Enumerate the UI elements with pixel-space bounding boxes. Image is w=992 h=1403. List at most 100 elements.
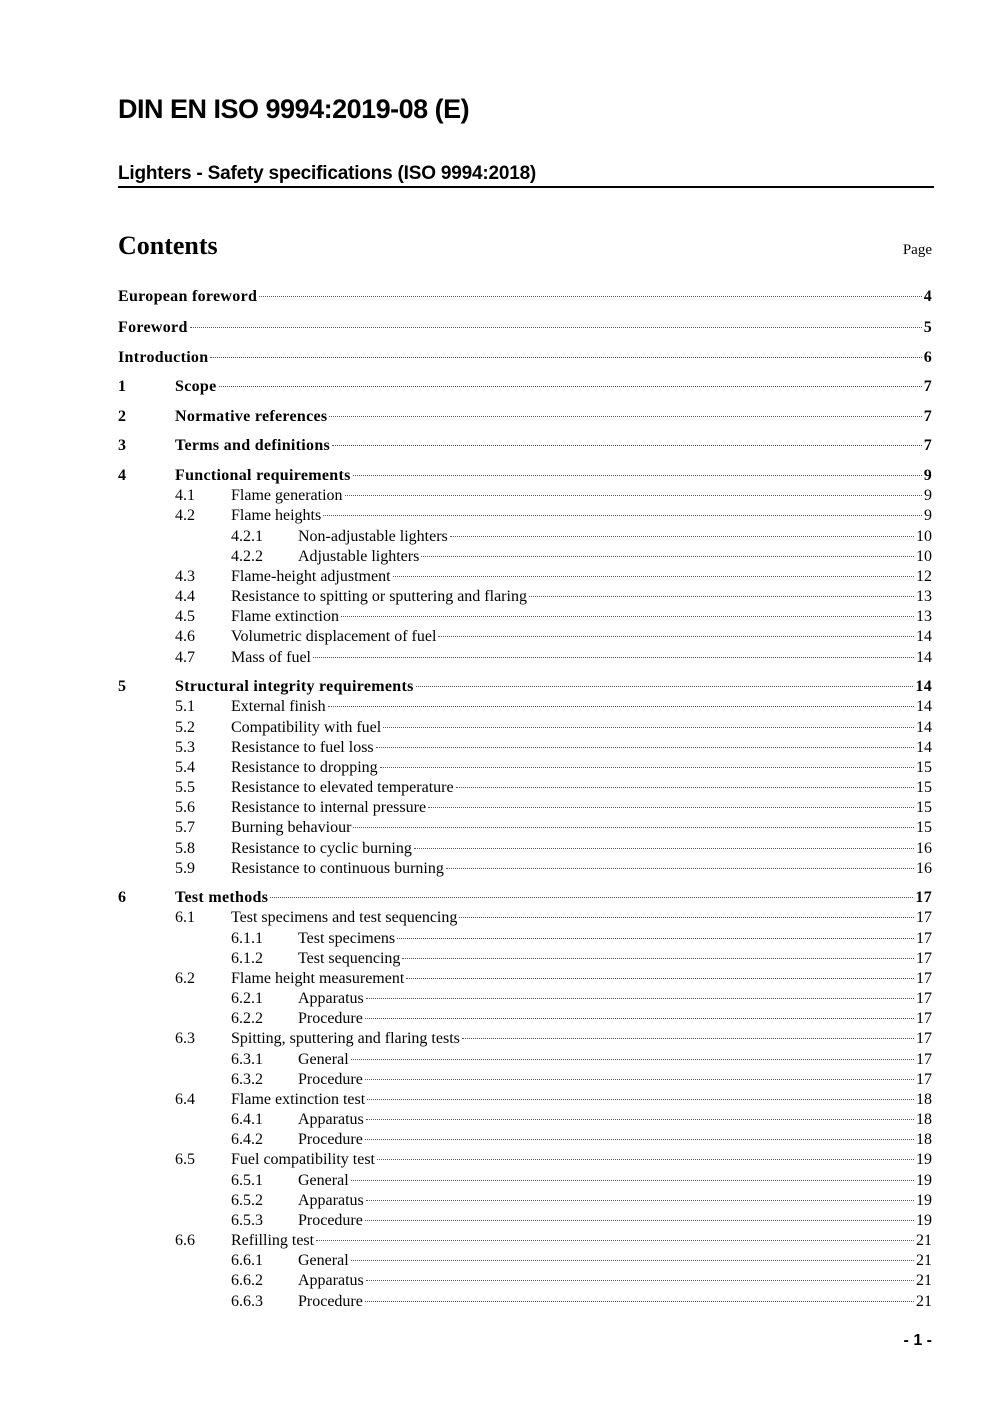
toc-entry[interactable]: 6.4.2 Procedure 18 [118, 1130, 932, 1150]
toc-entry-title[interactable]: Normative references [175, 408, 328, 425]
toc-entry-title[interactable]: Resistance to spitting or sputtering and… [231, 588, 527, 605]
toc-entry-title[interactable]: Apparatus [298, 1192, 364, 1209]
toc-entry-title[interactable]: Test methods [175, 889, 269, 906]
toc-entry-page[interactable]: 19 [916, 1172, 932, 1189]
toc-entry-title[interactable]: Resistance to elevated temperature [231, 779, 454, 796]
toc-entry[interactable]: 6.5.2 Apparatus 19 [118, 1191, 932, 1211]
toc-entry[interactable]: 4.6 Volumetric displacement of fuel 14 [118, 627, 932, 647]
toc-entry[interactable]: 4 Functional requirements 9 [118, 466, 932, 486]
toc-entry[interactable]: 3 Terms and definitions 7 [118, 436, 932, 456]
toc-entry-title[interactable]: Resistance to dropping [231, 759, 378, 776]
toc-entry[interactable]: 6.4.1 Apparatus 18 [118, 1110, 932, 1130]
toc-entry-title[interactable]: Resistance to internal pressure [231, 799, 427, 816]
toc-entry[interactable]: 4.4 Resistance to spitting or sputtering … [118, 587, 932, 607]
toc-entry[interactable]: 6.2.2 Procedure 17 [118, 1009, 932, 1029]
toc-entry-title[interactable]: Introduction [118, 349, 209, 366]
toc-entry-page[interactable]: 21 [916, 1272, 932, 1289]
toc-entry-page[interactable]: 5 [923, 319, 932, 336]
toc-entry-title[interactable]: Flame heights [231, 507, 322, 524]
toc-entry-title[interactable]: European foreword [118, 288, 258, 305]
toc-entry-title[interactable]: Adjustable lighters [298, 548, 420, 565]
toc-entry[interactable]: 6.3.1 General 17 [118, 1050, 932, 1070]
toc-entry-page[interactable]: 4 [923, 288, 932, 305]
toc-entry-page[interactable]: 17 [916, 1010, 932, 1027]
toc-entry[interactable]: 6.1 Test specimens and test sequencing 17 [118, 908, 932, 928]
toc-entry-title[interactable]: Procedure [298, 1293, 363, 1310]
toc-entry-title[interactable]: Procedure [298, 1071, 363, 1088]
toc-entry[interactable]: 6.1.1 Test specimens 17 [118, 929, 932, 949]
toc-entry-page[interactable]: 21 [916, 1293, 932, 1310]
toc-entry-title[interactable]: Resistance to fuel loss [231, 739, 374, 756]
toc-entry[interactable]: 4.7 Mass of fuel 14 [118, 648, 932, 668]
toc-entry-page[interactable]: 18 [916, 1111, 932, 1128]
toc-entry-title[interactable]: Scope [175, 378, 217, 395]
toc-entry-page[interactable]: 9 [923, 467, 932, 484]
toc-entry[interactable]: 5 Structural integrity requirements 14 [118, 677, 932, 697]
toc-entry-page[interactable]: 17 [916, 990, 932, 1007]
toc-entry-title[interactable]: Compatibility with fuel [231, 719, 382, 736]
toc-entry-title[interactable]: Spitting, sputtering and flaring tests [231, 1030, 460, 1047]
toc-entry-page[interactable]: 16 [916, 860, 932, 877]
toc-entry-title[interactable]: General [298, 1051, 349, 1068]
toc-entry-page[interactable]: 9 [924, 487, 932, 504]
toc-entry-page[interactable]: 15 [916, 819, 932, 836]
toc-entry-page[interactable]: 19 [916, 1192, 932, 1209]
toc-entry[interactable]: 5.4 Resistance to dropping 15 [118, 758, 932, 778]
toc-entry[interactable]: 2 Normative references 7 [118, 407, 932, 427]
toc-entry-title[interactable]: Fuel compatibility test [231, 1151, 375, 1168]
toc-entry-title[interactable]: Flame height measurement [231, 970, 405, 987]
toc-entry[interactable]: 6.6.2 Apparatus 21 [118, 1271, 932, 1291]
toc-entry-page[interactable]: 14 [916, 739, 932, 756]
toc-entry-title[interactable]: Resistance to cyclic burning [231, 840, 412, 857]
toc-entry-page[interactable]: 15 [916, 779, 932, 796]
toc-entry[interactable]: 6.2 Flame height measurement 17 [118, 969, 932, 989]
toc-entry[interactable]: 4.3 Flame-height adjustment 12 [118, 567, 932, 587]
toc-entry-title[interactable]: Apparatus [298, 1111, 364, 1128]
toc-entry-page[interactable]: 16 [916, 840, 932, 857]
toc-entry-title[interactable]: Resistance to continuous burning [231, 860, 444, 877]
toc-entry-page[interactable]: 21 [916, 1252, 932, 1269]
toc-entry[interactable]: 6.1.2 Test sequencing 17 [118, 949, 932, 969]
toc-entry-page[interactable]: 14 [916, 628, 932, 645]
toc-entry-title[interactable]: External finish [231, 698, 326, 715]
toc-entry[interactable]: 6.5.3 Procedure 19 [118, 1211, 932, 1231]
toc-entry[interactable]: 6.6 Refilling test 21 [118, 1231, 932, 1251]
toc-entry-title[interactable]: Mass of fuel [231, 649, 311, 666]
toc-entry-title[interactable]: Flame extinction test [231, 1091, 366, 1108]
toc-entry-title[interactable]: General [298, 1172, 349, 1189]
toc-entry[interactable]: 5.1 External finish 14 [118, 697, 932, 717]
toc-entry-page[interactable]: 17 [916, 909, 932, 926]
toc-entry[interactable]: 6.3 Spitting, sputtering and flaring test… [118, 1029, 932, 1049]
toc-entry[interactable]: 6.5 Fuel compatibility test 19 [118, 1150, 932, 1170]
toc-entry-page[interactable]: 7 [923, 408, 932, 425]
toc-entry-page[interactable]: 7 [923, 437, 932, 454]
toc-entry-title[interactable]: General [298, 1252, 349, 1269]
toc-entry-page[interactable]: 21 [916, 1232, 932, 1249]
toc-entry-page[interactable]: 14 [916, 698, 932, 715]
toc-entry-page[interactable]: 7 [923, 378, 932, 395]
toc-entry-page[interactable]: 17 [916, 1030, 932, 1047]
toc-entry[interactable]: 5.9 Resistance to continuous burning 16 [118, 859, 932, 879]
toc-entry-page[interactable]: 14 [916, 719, 932, 736]
toc-entry-page[interactable]: 18 [916, 1091, 932, 1108]
toc-entry-title[interactable]: Flame-height adjustment [231, 568, 391, 585]
toc-entry-title[interactable]: Test specimens [298, 930, 396, 947]
toc-entry-page[interactable]: 10 [916, 528, 932, 545]
toc-entry[interactable]: 5.8 Resistance to cyclic burning 16 [118, 839, 932, 859]
toc-entry-page[interactable]: 17 [916, 970, 932, 987]
toc-entry[interactable]: 4.2 Flame heights 9 [118, 506, 932, 526]
toc-entry-page[interactable]: 9 [924, 507, 932, 524]
toc-entry-page[interactable]: 17 [916, 950, 932, 967]
toc-entry[interactable]: 5.2 Compatibility with fuel 14 [118, 718, 932, 738]
toc-entry-page[interactable]: 17 [916, 930, 932, 947]
toc-entry[interactable]: 5.5 Resistance to elevated temperature 15 [118, 778, 932, 798]
toc-entry-title[interactable]: Procedure [298, 1131, 363, 1148]
toc-entry-title[interactable]: Procedure [298, 1212, 363, 1229]
toc-entry[interactable]: 1 Scope 7 [118, 377, 932, 397]
toc-entry[interactable]: 6.3.2 Procedure 17 [118, 1070, 932, 1090]
toc-entry-page[interactable]: 15 [916, 799, 932, 816]
toc-entry[interactable]: 5.6 Resistance to internal pressure 15 [118, 798, 932, 818]
toc-entry-page[interactable]: 14 [915, 678, 932, 695]
toc-entry-page[interactable]: 6 [923, 349, 932, 366]
toc-entry-page[interactable]: 10 [916, 548, 932, 565]
